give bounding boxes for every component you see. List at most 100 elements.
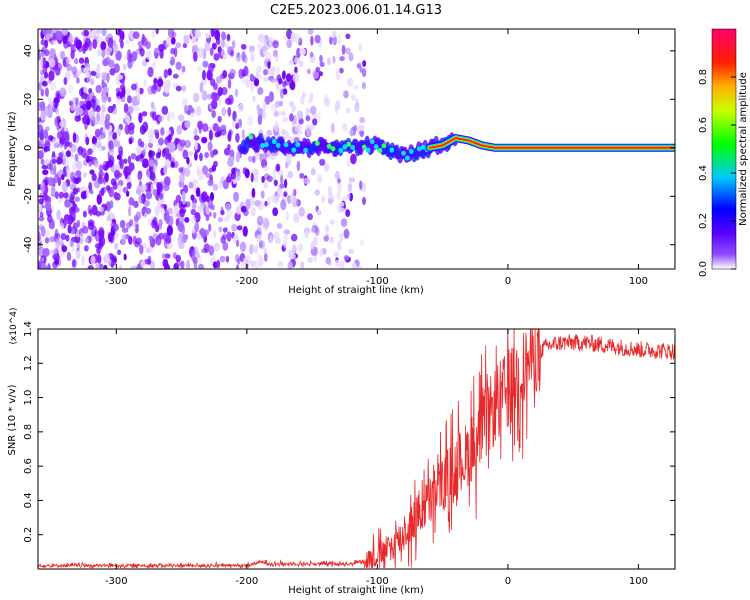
spectrogram-noise-cell bbox=[75, 170, 82, 178]
spectrogram-noise-cell bbox=[287, 171, 294, 179]
spectrogram-noise-cell bbox=[323, 97, 331, 108]
spectrogram-noise-cell bbox=[144, 212, 148, 219]
spectrogram-noise-cell bbox=[38, 41, 41, 51]
y-tick-label: 1.0 bbox=[23, 390, 34, 406]
spectrogram-noise-cell bbox=[254, 259, 261, 269]
spectrogram-noise-cell bbox=[142, 148, 146, 156]
spectrogram-noise-cell bbox=[353, 124, 357, 132]
spectrogram-noise-cell bbox=[194, 140, 198, 151]
spectrogram-noise-cell bbox=[44, 237, 50, 244]
spectrogram-noise-cell bbox=[70, 49, 75, 60]
spectrogram-noise-cell bbox=[209, 47, 214, 56]
spectrogram-noise-cell bbox=[105, 185, 111, 191]
spectrogram-noise-cell bbox=[81, 255, 86, 266]
spectrogram-noise-cell bbox=[38, 138, 45, 149]
spectrogram-noise-cell bbox=[151, 29, 155, 39]
signal-blob-cell bbox=[338, 147, 344, 154]
spectrogram-noise-cell bbox=[253, 78, 260, 87]
spectrogram-noise-cell bbox=[155, 29, 159, 35]
spectrogram-noise-cell bbox=[193, 92, 200, 103]
spectrogram-noise-cell bbox=[96, 71, 102, 78]
spectrogram-noise-cell bbox=[212, 82, 218, 91]
spectrogram-noise-cell bbox=[321, 195, 326, 204]
spectrogram-noise-cell bbox=[314, 226, 320, 236]
spectrogram-noise-cell bbox=[205, 172, 212, 178]
spectrogram-noise-cell bbox=[103, 264, 108, 269]
spectrogram-noise-cell bbox=[290, 192, 295, 203]
spectrogram-noise-cell bbox=[96, 63, 101, 74]
spectrogram-noise-cell bbox=[74, 196, 80, 202]
spectrogram-noise-cell bbox=[212, 229, 217, 238]
spectrogram-noise-cell bbox=[338, 207, 346, 213]
spectrogram-noise-cell bbox=[319, 54, 323, 63]
spectrogram-noise-cell bbox=[127, 95, 132, 104]
spectrogram-noise-cell bbox=[148, 142, 153, 149]
spectrogram-noise-cell bbox=[43, 57, 47, 66]
spectrogram-noise-cell bbox=[278, 100, 284, 107]
spectrogram-noise-cell bbox=[113, 169, 121, 179]
spectrogram-noise-cell bbox=[38, 202, 43, 213]
spectrogram-noise-cell bbox=[179, 173, 185, 184]
spectrogram-noise-cell bbox=[257, 87, 264, 96]
colorbar-tick-label: 0.2 bbox=[698, 213, 709, 229]
spectrogram-noise-cell bbox=[101, 71, 108, 81]
spectrogram-noise-cell bbox=[218, 97, 222, 106]
spectrogram-frame bbox=[37, 28, 676, 270]
spectrogram-noise-cell bbox=[82, 116, 87, 125]
y-tick-label: -20 bbox=[23, 188, 34, 204]
spectrogram-noise-cell bbox=[49, 236, 56, 243]
spectrogram-noise-cell bbox=[280, 174, 284, 185]
spectrogram-noise-cell bbox=[141, 36, 148, 47]
spectrogram-noise-cell bbox=[76, 77, 80, 84]
spectrogram-noise-cell bbox=[213, 53, 220, 61]
spectrogram-noise-cell bbox=[60, 50, 66, 59]
spectrogram-noise-cell bbox=[133, 200, 139, 208]
y-tick-label: 0 bbox=[23, 145, 34, 151]
spectrogram-noise-cell bbox=[335, 259, 341, 267]
spectrogram-noise-cell bbox=[178, 200, 184, 209]
spectrogram-noise-cell bbox=[175, 61, 182, 71]
spectrogram-noise-cell bbox=[127, 105, 134, 114]
spectrogram-noise-cell bbox=[43, 129, 49, 139]
spectrogram-noise-cell bbox=[53, 259, 60, 266]
spectrogram-noise-cell bbox=[222, 233, 227, 240]
spectrogram-noise-cell bbox=[128, 196, 134, 205]
signal-blob-cell bbox=[381, 143, 387, 149]
spectrogram-noise-cell bbox=[66, 57, 71, 64]
spectrogram-noise-cell bbox=[170, 161, 175, 168]
spectrogram-noise-cell bbox=[38, 131, 45, 139]
spectrogram-noise-cell bbox=[281, 110, 286, 117]
spectrogram-noise-cell bbox=[220, 210, 225, 216]
spectrogram-noise-cell bbox=[309, 105, 317, 115]
spectrogram-noise-cell bbox=[51, 218, 55, 230]
spectrogram-noise-cell bbox=[250, 260, 256, 268]
spectrogram-noise-cell bbox=[148, 235, 153, 242]
signal-blob-cell bbox=[264, 141, 269, 148]
spectrogram-noise-cell bbox=[82, 225, 89, 234]
spectrogram-noise-cell bbox=[193, 135, 200, 141]
spectrogram-noise-cell bbox=[211, 110, 217, 119]
spectrogram-noise-cell bbox=[137, 173, 142, 181]
spectrogram-noise-cell bbox=[123, 158, 128, 164]
spectrogram-noise-cell bbox=[276, 223, 283, 229]
x-tick-label: 100 bbox=[629, 276, 648, 287]
spectrogram-noise-cell bbox=[282, 234, 289, 241]
spectrogram-noise-cell bbox=[226, 33, 231, 42]
spectrogram-noise-cell bbox=[188, 181, 194, 190]
spectrogram-noise-cell bbox=[95, 210, 101, 217]
spectrogram-noise-cell bbox=[65, 234, 70, 242]
spectrogram-noise-cell bbox=[64, 215, 71, 225]
spectrogram-noise-cell bbox=[272, 168, 277, 178]
spectrogram-noise-cell bbox=[315, 66, 321, 73]
snr-y-ticks: 0.2 0.4 0.6 0.8 1.0 1.2 1.4 bbox=[23, 321, 675, 543]
spectrogram-noise-cell bbox=[139, 125, 146, 135]
spectrogram-noise-cell bbox=[194, 251, 200, 259]
spectrogram-noise-cell bbox=[345, 33, 351, 40]
spectrogram-noise-cell bbox=[85, 136, 90, 146]
spectrogram-noise-cell bbox=[108, 232, 114, 243]
signal-band-layer-4 bbox=[428, 137, 675, 149]
signal-blob-cell bbox=[326, 143, 332, 149]
spectrogram-noise-cell bbox=[209, 192, 215, 202]
spectrogram-noise-cell bbox=[341, 44, 346, 55]
spectrogram-noise-cell bbox=[91, 95, 97, 103]
